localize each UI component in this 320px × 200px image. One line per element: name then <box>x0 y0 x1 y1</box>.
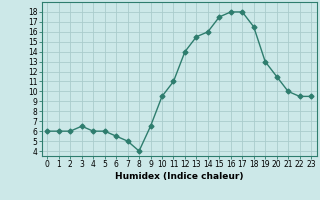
X-axis label: Humidex (Indice chaleur): Humidex (Indice chaleur) <box>115 172 244 181</box>
